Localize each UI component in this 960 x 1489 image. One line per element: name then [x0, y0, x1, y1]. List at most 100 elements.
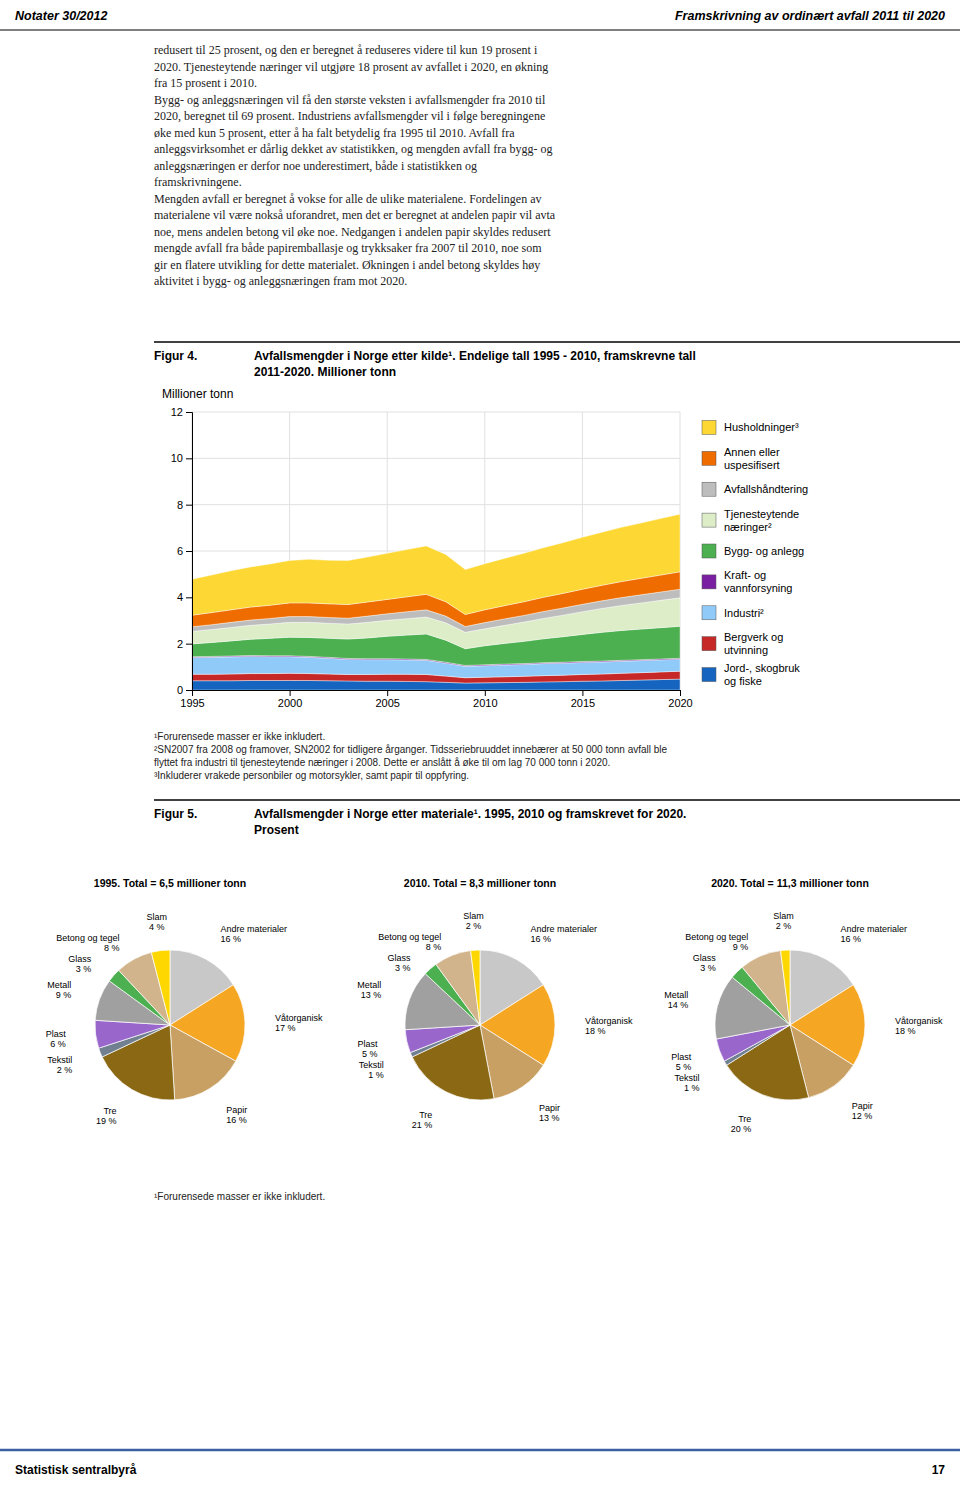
data-label: 5 % [676, 1062, 692, 1072]
data-label: 16 % [226, 1115, 247, 1125]
legend-label-line: uspesifisert [724, 459, 780, 471]
body-text-line: redusert til 25 prosent, og den er bereg… [154, 43, 538, 57]
tick-mark [290, 690, 291, 696]
pie-slices [95, 950, 245, 1100]
tick-mark [186, 690, 192, 691]
data-label: 3 % [76, 964, 92, 974]
tick: 6 [177, 545, 192, 557]
legend-item: Tjenesteytendenæringer² [702, 508, 799, 533]
data-label: 18 % [895, 1026, 916, 1036]
legend-label: Industri² [724, 607, 764, 619]
body-text-line: noe, mens andelen betong vil øke noe. Ne… [154, 225, 551, 239]
caption-rule [154, 341, 960, 343]
pie-chart: 1995. Total = 6,5 millioner tonnAndre ma… [46, 877, 323, 1126]
body-text-line: fra 15 prosent i 2010. [154, 76, 257, 90]
data-label-name: Slam [463, 911, 484, 921]
pie-slice [781, 950, 790, 1025]
data-label: 4 % [149, 922, 165, 932]
chart-title: 2020. Total = 11,3 millioner tonn [711, 877, 869, 889]
tick-mark [186, 412, 192, 413]
pie-slices [405, 950, 555, 1100]
header: Notater 30/2012Framskrivning av ordinært… [0, 9, 960, 30]
tick-label: 2005 [375, 697, 399, 709]
figure-caption: Figur 4. Avfallsmengder i Norge etter kil… [154, 342, 960, 379]
chart-title: 2010. Total = 8,3 millioner tonn [404, 877, 556, 889]
data-label: 3 % [700, 963, 716, 973]
tick-mark [485, 690, 486, 696]
footer-left: Statistisk sentralbyrå [15, 1463, 137, 1477]
data-label: 1 % [684, 1083, 700, 1093]
data-labels: Andre materialer16 %Våtorganisk18 %Papir… [357, 911, 633, 1129]
figure-caption: Figur 5. Avfallsmengder i Norge etter mat… [154, 800, 960, 837]
data-label-name: Papir [226, 1105, 247, 1115]
legend-label: Avfallshåndtering [724, 483, 808, 495]
header-rule [0, 29, 960, 30]
footnote: ¹Forurensede masser er ikke inkludert. [154, 1191, 325, 1202]
body-text-line: aktivitet i bygg- og anleggsnæringen fra… [154, 274, 407, 288]
body-text-line: Bygg- og anleggsnæringen vil få den stør… [154, 93, 546, 107]
data-label-name: Slam [147, 912, 168, 922]
body-text-line: anleggsvirksomhet er dårlig dekket av st… [154, 142, 553, 156]
caption-text-line: Avfallsmengder i Norge etter kilde¹. End… [254, 349, 696, 363]
legend-swatch [702, 575, 716, 589]
legend-label-line: Bergverk og [724, 631, 783, 643]
data-label-name: Plast [671, 1052, 692, 1062]
legend-label-line: Tjenesteytende [724, 508, 799, 520]
tick-label: 0 [177, 684, 183, 696]
legend-swatch [702, 606, 716, 620]
pie-slice [471, 950, 480, 1025]
tick-mark [192, 690, 193, 696]
data-label-name: Tekstil [675, 1073, 700, 1083]
legend-label-line: Annen eller [724, 446, 780, 458]
pie-slice [742, 951, 790, 1025]
tick-mark [186, 644, 192, 645]
data-label: 16 % [531, 934, 552, 944]
legend-item: Annen elleruspesifisert [702, 446, 780, 471]
axis-line [186, 413, 193, 691]
pie-chart: 2020. Total = 11,3 millioner tonn Andre m… [664, 877, 943, 1134]
data-label: 19 % [96, 1116, 117, 1126]
caption-label: Figur 5. [154, 807, 197, 821]
legend-item: Husholdninger³ [702, 420, 799, 434]
data-label: 2 % [776, 921, 792, 931]
tick-label: 2020 [668, 697, 692, 709]
legend-label-line: utvinning [724, 644, 768, 656]
legend-label: Tjenesteytendenæringer² [724, 508, 799, 533]
legend-item: Jord-, skogbrukog fiske [702, 662, 800, 687]
plot-area [192, 514, 680, 690]
data-label-name: Tekstil [359, 1060, 384, 1070]
data-label-name: Slam [773, 911, 794, 921]
caption-text-line: Avfallsmengder i Norge etter materiale¹.… [254, 807, 686, 821]
legend-label: Bygg- og anlegg [724, 545, 804, 557]
legend-label-line: Jord-, skogbruk [724, 662, 800, 674]
tick: 2010 [473, 690, 497, 709]
legend-label: Annen elleruspesifisert [724, 446, 780, 471]
tick-label: 6 [177, 545, 183, 557]
body-text-line: framskrivningene. [154, 175, 242, 189]
data-labels: Andre materialer16 %Våtorganisk17 %Papir… [46, 912, 323, 1127]
data-label: 5 % [362, 1049, 378, 1059]
data-label-name: Tre [419, 1110, 432, 1120]
legend-label-line: vannforsyning [724, 582, 793, 594]
legend-item: Bygg- og anlegg [702, 544, 804, 558]
caption-text-line: Prosent [254, 823, 299, 837]
tick: 2005 [375, 690, 399, 709]
legend-label: Husholdninger³ [724, 421, 799, 433]
data-label: 14 % [668, 1000, 689, 1010]
data-label: 18 % [585, 1026, 606, 1036]
data-label-name: Andre materialer [841, 924, 908, 934]
tick-mark [186, 597, 192, 598]
axis-title: Millioner tonn [162, 387, 233, 401]
tick-mark [186, 505, 192, 506]
tick: 8 [177, 499, 192, 511]
pie-slice [170, 1025, 236, 1100]
body-text-line: Mengden avfall er beregnet å vokse for a… [154, 192, 542, 206]
data-label-name: Plast [358, 1039, 379, 1049]
tick: 12 [171, 406, 192, 418]
tick-mark [186, 551, 192, 552]
tick-label: 2000 [278, 697, 302, 709]
caption-label: Figur 4. [154, 349, 197, 363]
legend-label-line: Kraft- og [724, 569, 766, 581]
caption-text-line: 2011-2020. Millioner tonn [254, 365, 396, 379]
tick-label: 10 [171, 452, 183, 464]
